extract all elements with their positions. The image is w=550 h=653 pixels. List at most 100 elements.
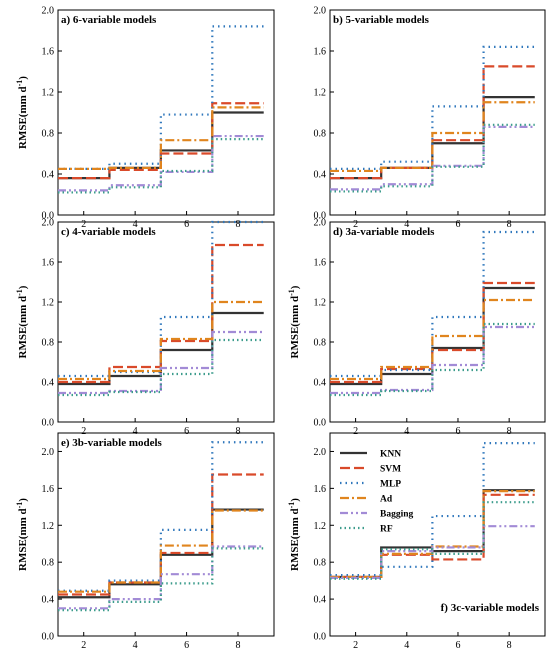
- y-tick-label: 1.2: [42, 298, 55, 309]
- x-tick-label: 6: [184, 426, 189, 437]
- y-tick-label: 0.8: [42, 129, 55, 140]
- y-tick-label: 0.0: [314, 418, 327, 429]
- legend-label-rf: RF: [380, 525, 393, 535]
- y-tick-label: 0.0: [314, 632, 327, 643]
- x-tick-label: 6: [455, 219, 460, 230]
- plot-frame: [57, 9, 275, 216]
- series-line-ad: [58, 300, 264, 381]
- y-axis-label: RMSE(mm d-1): [287, 285, 301, 358]
- y-tick-label: 1.6: [42, 47, 55, 58]
- series-line-bagging: [330, 325, 535, 395]
- y-tick-label: 0.8: [42, 338, 55, 349]
- series-line-svm: [330, 493, 535, 579]
- y-tick-label: 1.6: [314, 258, 327, 269]
- series-line-rf: [58, 338, 264, 397]
- y-tick-label: 0.4: [42, 378, 55, 389]
- x-tick-label: 4: [133, 640, 138, 651]
- x-tick-label: 6: [184, 219, 189, 230]
- y-tick-label: 0.8: [314, 129, 327, 140]
- legend-label-knn: KNN: [380, 450, 401, 460]
- y-tick-label: 1.6: [314, 484, 327, 495]
- y-tick-label: 1.2: [314, 521, 327, 532]
- plot-frame: [57, 432, 275, 637]
- y-tick-label: 0.0: [42, 211, 55, 222]
- x-tick-label: 2: [353, 219, 358, 230]
- series-line-ad: [330, 101, 535, 173]
- plot-frame: [329, 432, 546, 637]
- y-tick-label: 1.6: [314, 47, 327, 58]
- panel-title: a) 6-variable models: [61, 14, 157, 26]
- x-tick-label: 2: [353, 426, 358, 437]
- x-tick-label: 8: [507, 426, 512, 437]
- plot-frame: [329, 221, 546, 423]
- y-tick-label: 2.0: [314, 6, 327, 17]
- series-line-svm: [330, 281, 535, 384]
- series-line-ad: [58, 106, 264, 170]
- y-tick-label: 2.0: [42, 447, 55, 458]
- y-tick-label: 0.4: [314, 595, 327, 606]
- y-axis-label: RMSE(mm d-1): [15, 76, 29, 149]
- panel-2: 0.0 0.4 0.8 1.2 1.6 2.0 2 4 6 8 b) 5-variable mode…: [314, 6, 546, 230]
- x-tick-label: 6: [455, 640, 460, 651]
- panel-6: 0.0 0.4 0.8 1.2 1.6 2.0 2 4 6 8 f) 3c-variable mod…: [287, 432, 546, 651]
- plot-frame: [329, 9, 546, 216]
- x-tick-label: 2: [81, 426, 86, 437]
- legend-label-ad: Ad: [380, 495, 393, 505]
- panel-3: 0.0 0.4 0.8 1.2 1.6 2.0 2 4 6 8 c) 4-variable mode…: [15, 218, 275, 437]
- x-tick-label: 6: [184, 640, 189, 651]
- panel-title: c) 4-variable models: [61, 226, 156, 238]
- y-tick-label: 0.8: [42, 558, 55, 569]
- y-tick-label: 2.0: [42, 6, 55, 17]
- legend: KNN SVM MLP Ad Bagging RF: [340, 450, 414, 535]
- series-line-bagging: [58, 545, 264, 610]
- y-tick-label: 1.2: [314, 88, 327, 99]
- y-tick-label: 0.0: [42, 418, 55, 429]
- panel-title: b) 5-variable models: [333, 14, 430, 26]
- x-tick-label: 8: [236, 640, 241, 651]
- x-tick-label: 8: [507, 219, 512, 230]
- y-tick-label: 0.4: [42, 170, 55, 181]
- y-tick-label: 1.6: [42, 258, 55, 269]
- y-axis-label: RMSE(mm d-1): [287, 498, 301, 571]
- y-tick-label: 0.4: [314, 378, 327, 389]
- y-tick-label: 1.2: [42, 521, 55, 532]
- y-tick-label: 0.8: [314, 338, 327, 349]
- series-line-ad: [330, 490, 535, 579]
- x-tick-label: 8: [507, 640, 512, 651]
- x-tick-label: 2: [81, 640, 86, 651]
- y-tick-label: 0.4: [314, 170, 327, 181]
- y-axis-label: RMSE(mm d-1): [15, 285, 29, 358]
- series-line-bagging: [330, 125, 535, 191]
- legend-label-bagging: Bagging: [380, 510, 414, 520]
- series-line-rf: [330, 501, 535, 580]
- series-line-mlp: [330, 442, 535, 577]
- y-tick-label: 1.2: [314, 298, 327, 309]
- panel-1: 0.0 0.4 0.8 1.2 1.6 2.0 2 4 6 8 a) 6-variable mode…: [15, 6, 275, 230]
- x-tick-label: 8: [236, 426, 241, 437]
- x-tick-label: 4: [133, 219, 138, 230]
- x-tick-label: 2: [353, 640, 358, 651]
- plot-frame: [57, 221, 275, 423]
- y-tick-label: 2.0: [314, 447, 327, 458]
- y-tick-label: 0.4: [42, 595, 55, 606]
- y-tick-label: 2.0: [42, 218, 55, 229]
- x-tick-label: 4: [133, 426, 138, 437]
- y-tick-label: 0.8: [314, 558, 327, 569]
- series-line-mlp: [58, 220, 264, 378]
- x-tick-label: 8: [236, 219, 241, 230]
- x-tick-label: 4: [404, 219, 409, 230]
- series-line-rf: [330, 322, 535, 397]
- y-tick-label: 0.0: [42, 632, 55, 643]
- series-line-svm: [58, 473, 264, 596]
- x-tick-label: 6: [455, 426, 460, 437]
- panel-5: 0.0 0.4 0.8 1.2 1.6 2.0 2 4 6 8 e) 3b-variable mod…: [15, 432, 275, 651]
- x-tick-label: 2: [81, 219, 86, 230]
- series-line-ad: [58, 509, 264, 593]
- panel-title: d) 3a-variable models: [333, 226, 435, 238]
- panel-title: e) 3b-variable models: [61, 437, 163, 449]
- y-tick-label: 0.0: [314, 211, 327, 222]
- y-tick-label: 1.6: [42, 484, 55, 495]
- x-tick-label: 4: [404, 640, 409, 651]
- panel-4: 0.0 0.4 0.8 1.2 1.6 2.0 2 4 6 8 d) 3a-variable mod…: [287, 218, 546, 437]
